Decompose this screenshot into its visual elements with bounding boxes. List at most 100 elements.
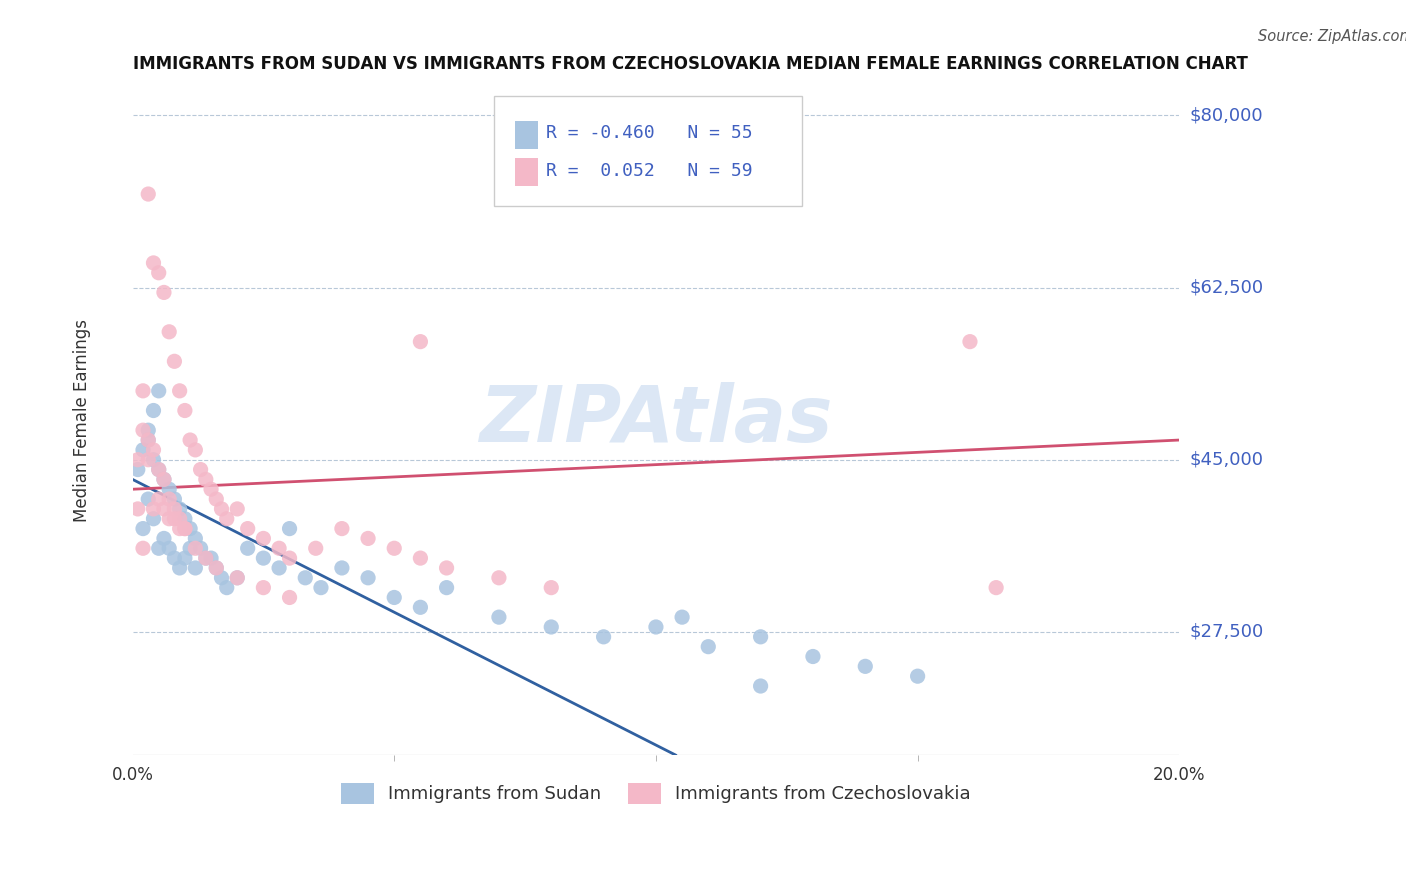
Text: Source: ZipAtlas.com: Source: ZipAtlas.com bbox=[1258, 29, 1406, 44]
Point bbox=[252, 581, 274, 595]
Point bbox=[236, 541, 259, 556]
Point bbox=[136, 452, 159, 467]
Point bbox=[309, 581, 332, 595]
Point bbox=[194, 551, 217, 566]
Point bbox=[153, 472, 176, 486]
Point bbox=[179, 541, 201, 556]
Point bbox=[153, 285, 176, 300]
Point bbox=[190, 462, 212, 476]
Point bbox=[157, 482, 180, 496]
Point bbox=[382, 591, 405, 605]
Point bbox=[163, 354, 186, 368]
Point bbox=[173, 512, 195, 526]
Point bbox=[697, 640, 720, 654]
Point bbox=[136, 433, 159, 447]
Point bbox=[592, 630, 614, 644]
Point bbox=[127, 502, 149, 516]
Text: $45,000: $45,000 bbox=[1189, 450, 1264, 468]
Point bbox=[132, 423, 155, 437]
Point bbox=[749, 630, 772, 644]
Point bbox=[153, 502, 176, 516]
Point bbox=[142, 442, 165, 457]
Point bbox=[173, 522, 195, 536]
Point bbox=[184, 561, 207, 575]
Point bbox=[132, 541, 155, 556]
Point bbox=[142, 502, 165, 516]
Point bbox=[169, 502, 191, 516]
Point bbox=[163, 491, 186, 506]
Point bbox=[148, 491, 170, 506]
Point bbox=[157, 491, 180, 506]
Point bbox=[205, 491, 228, 506]
Point bbox=[252, 551, 274, 566]
Point bbox=[278, 551, 301, 566]
Point bbox=[984, 581, 1007, 595]
Point bbox=[184, 532, 207, 546]
Point bbox=[540, 620, 562, 634]
Point bbox=[215, 581, 238, 595]
Point bbox=[163, 502, 186, 516]
Text: ZIPAtlas: ZIPAtlas bbox=[479, 383, 832, 458]
Point bbox=[142, 256, 165, 270]
Point bbox=[169, 512, 191, 526]
Point bbox=[142, 403, 165, 417]
Point bbox=[153, 532, 176, 546]
Point bbox=[540, 581, 562, 595]
Point bbox=[184, 442, 207, 457]
Point bbox=[205, 561, 228, 575]
Bar bbox=[515, 158, 537, 186]
Point bbox=[236, 522, 259, 536]
Point bbox=[357, 571, 380, 585]
Point bbox=[194, 551, 217, 566]
Point bbox=[136, 187, 159, 202]
Point bbox=[136, 433, 159, 447]
Point bbox=[330, 522, 353, 536]
Point bbox=[801, 649, 824, 664]
Point bbox=[645, 620, 668, 634]
Point bbox=[142, 452, 165, 467]
Point bbox=[382, 541, 405, 556]
Point bbox=[127, 452, 149, 467]
Point bbox=[226, 502, 249, 516]
Point bbox=[907, 669, 929, 683]
Point bbox=[436, 561, 458, 575]
Point bbox=[127, 462, 149, 476]
Point bbox=[211, 502, 233, 516]
Point bbox=[148, 384, 170, 398]
Text: R =  0.052   N = 59: R = 0.052 N = 59 bbox=[546, 161, 752, 180]
FancyBboxPatch shape bbox=[494, 95, 803, 206]
Point bbox=[330, 561, 353, 575]
Point bbox=[226, 571, 249, 585]
Point bbox=[173, 522, 195, 536]
Point bbox=[148, 462, 170, 476]
Point bbox=[157, 325, 180, 339]
Point bbox=[205, 561, 228, 575]
Text: $80,000: $80,000 bbox=[1189, 106, 1264, 124]
Point bbox=[132, 522, 155, 536]
Point bbox=[200, 482, 222, 496]
Point bbox=[153, 472, 176, 486]
Point bbox=[173, 551, 195, 566]
Point bbox=[409, 551, 432, 566]
Point bbox=[136, 491, 159, 506]
Point bbox=[184, 541, 207, 556]
Point bbox=[357, 532, 380, 546]
Point bbox=[157, 512, 180, 526]
Point bbox=[853, 659, 876, 673]
Point bbox=[252, 532, 274, 546]
Point bbox=[169, 384, 191, 398]
Point bbox=[749, 679, 772, 693]
Point bbox=[142, 512, 165, 526]
Point bbox=[278, 591, 301, 605]
Point bbox=[132, 442, 155, 457]
Point bbox=[169, 522, 191, 536]
Point bbox=[269, 561, 291, 575]
Point bbox=[305, 541, 328, 556]
Point bbox=[148, 462, 170, 476]
Point bbox=[959, 334, 981, 349]
Point bbox=[211, 571, 233, 585]
Point bbox=[163, 512, 186, 526]
Legend: Immigrants from Sudan, Immigrants from Czechoslovakia: Immigrants from Sudan, Immigrants from C… bbox=[332, 774, 980, 813]
Point bbox=[173, 403, 195, 417]
Point bbox=[488, 610, 510, 624]
